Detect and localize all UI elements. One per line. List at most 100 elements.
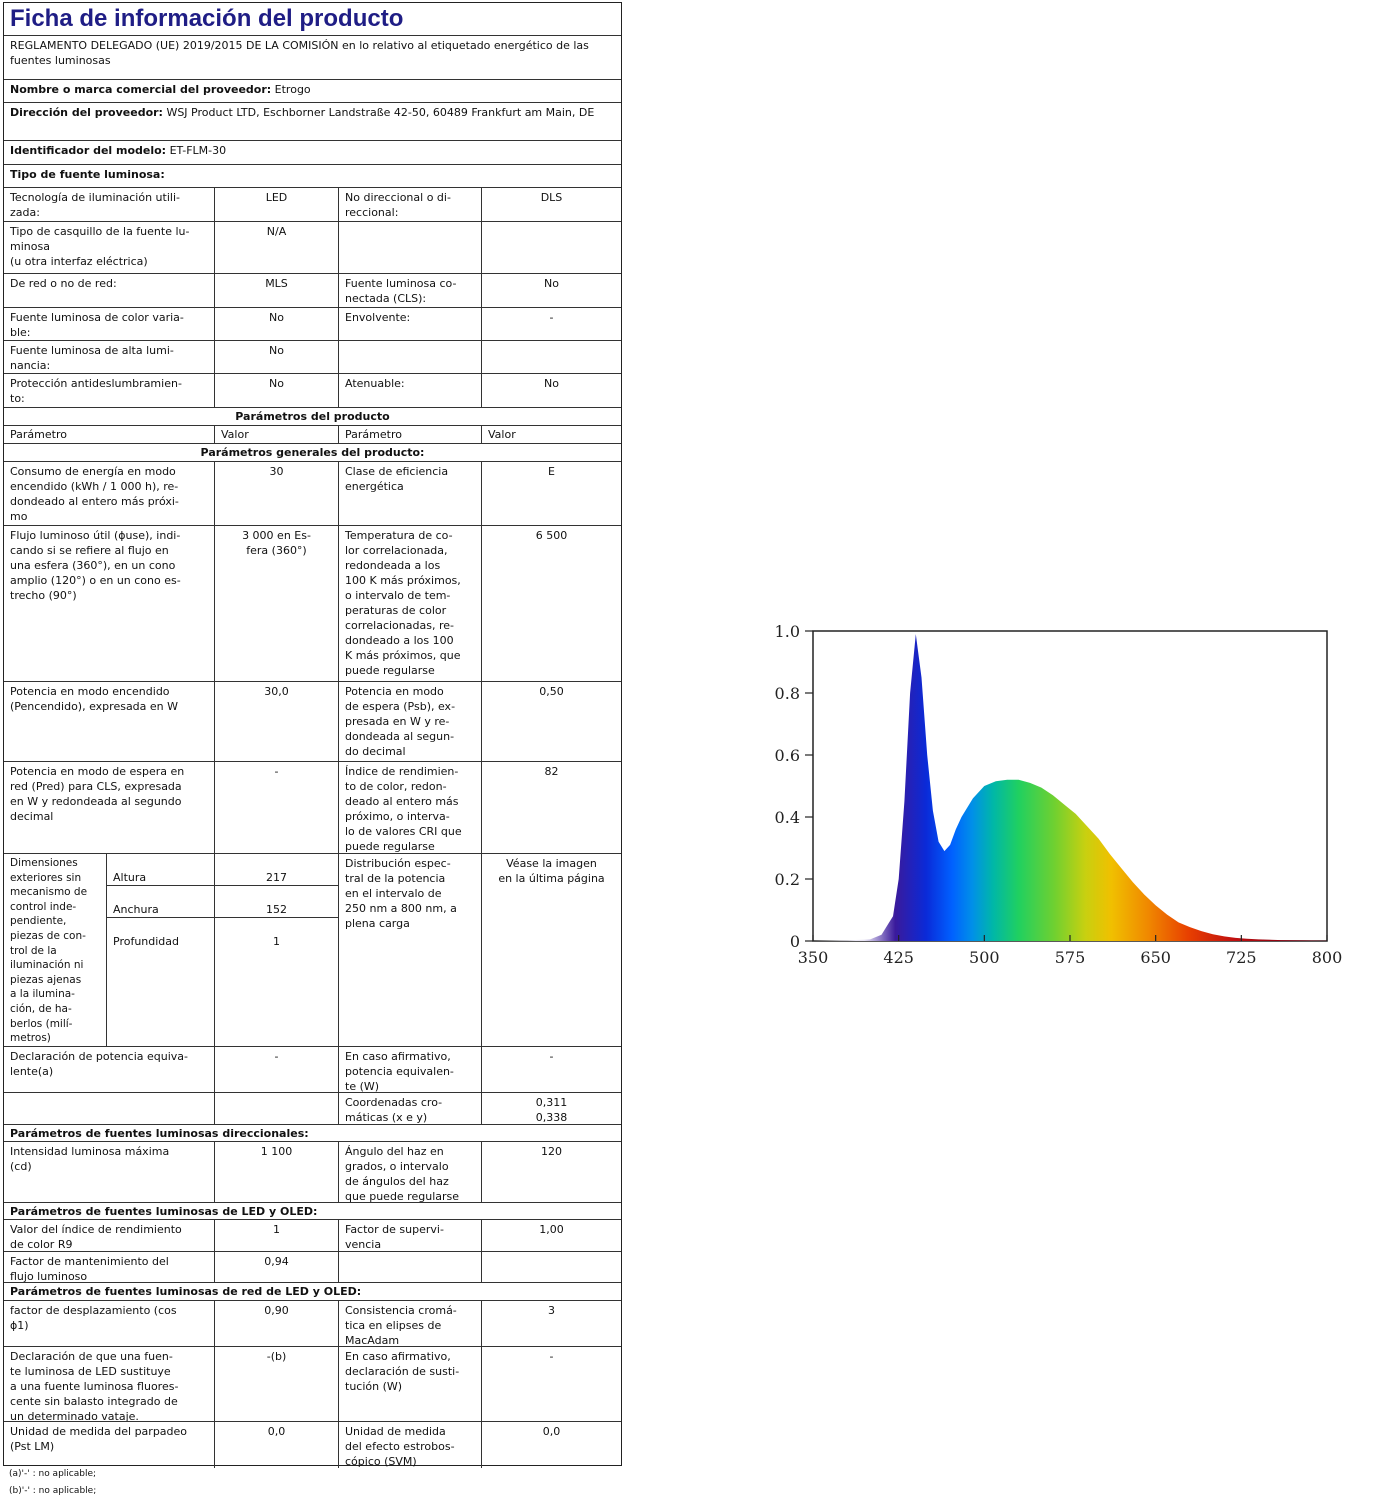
source-type-heading: Tipo de fuente luminosa: [4,164,621,187]
param-label: factor de desplazamiento (cos ɸ1) [10,1304,177,1332]
param-value: - [481,308,621,341]
model-label: Identificador del modelo: [10,144,167,157]
directional-row: Intensidad luminosa máxima (cd) 1 100 Án… [4,1141,621,1203]
param-label: Intensidad luminosa máxima (cd) [10,1145,170,1173]
param-label: Consistencia cromá- tica en elipses de M… [338,1301,481,1347]
y-tick-label: 1.0 [775,622,800,641]
mains-heading: Parámetros de fuentes luminosas de red d… [4,1282,621,1300]
general-row: Consumo de energía en modo encendido (kW… [4,461,621,526]
param-label: Ángulo del haz en grados, o intervalo de… [338,1142,481,1203]
param-label [338,1252,481,1283]
regulation-text: REGLAMENTO DELEGADO (UE) 2019/2015 DE LA… [4,35,621,79]
param-label: Envolvente: [338,308,481,341]
address-label: Dirección del proveedor: [10,106,163,119]
x-tick-label: 725 [1226,948,1257,967]
led-row: Factor de mantenimiento del flujo lumino… [4,1251,621,1283]
column-header: Valor [481,426,621,444]
param-value: 30 [214,462,338,526]
param-value: -(b) [214,1347,338,1422]
param-label: Protección antideslumbramien- to: [10,377,182,405]
param-value: 1 100 [214,1142,338,1203]
y-tick-label: 0.2 [775,870,800,889]
general-row: Flujo luminoso útil (ɸuse), indi- cando … [4,525,621,682]
param-label: Tecnología de iluminación utili- zada: [10,191,180,219]
dimension-value-width: 152 [215,901,338,918]
param-label [4,1093,214,1125]
param-label: Factor de mantenimiento del flujo lumino… [10,1255,169,1283]
param-label: En caso afirmativo, potencia equivalen- … [338,1047,481,1093]
param-label: Atenuable: [338,374,481,408]
dimension-value-depth: 1 [273,935,280,948]
param-value: 1,00 [481,1220,621,1252]
led-heading: Parámetros de fuentes luminosas de LED y… [4,1202,621,1219]
directional-heading: Parámetros de fuentes luminosas direccio… [4,1124,621,1141]
param-value: 0,0 [481,1422,621,1468]
param-label: Flujo luminoso útil (ɸuse), indi- cando … [10,529,181,602]
param-label [338,341,481,374]
spectrum-area [813,634,1327,941]
led-row: Valor del índice de rendimiento de color… [4,1219,621,1252]
param-value [481,341,621,374]
x-tick-label: 650 [1140,948,1171,967]
param-label: Potencia en modo encendido (Pencendido),… [10,685,179,713]
y-tick-label: 0.8 [775,684,800,703]
param-value: 0,311 0,338 [481,1093,621,1125]
footnote: (b)'-' : no aplicable; [9,1486,97,1496]
param-label: Consumo de energía en modo encendido (kW… [10,465,179,523]
param-label: Fuente luminosa de alta lumi- nancia: [10,344,174,372]
param-label: Índice de rendimien- to de color, redon-… [338,762,481,854]
mains-row: factor de desplazamiento (cos ɸ1) 0,90 C… [4,1300,621,1347]
param-label: Valor del índice de rendimiento de color… [10,1223,182,1251]
product-params-heading: Parámetros del producto [4,407,621,425]
general-params-heading: Parámetros generales del producto: [4,443,621,461]
general-row: Potencia en modo encendido (Pencendido),… [4,681,621,762]
model-value: ET-FLM-30 [169,144,227,157]
x-tick-label: 500 [969,948,1000,967]
column-header: Parámetro [10,428,67,441]
model-row: Identificador del modelo: ET-FLM-30 [4,140,621,164]
param-value: 0,90 [214,1301,338,1347]
dimension-label-height: Altura [107,869,214,886]
mains-row: Unidad de medida del parpadeo (Pst LM) 0… [4,1421,621,1468]
param-value [214,1093,338,1125]
param-value: No [214,374,338,408]
param-value: - [214,762,338,854]
param-value: MLS [214,274,338,308]
param-value: No [481,374,621,408]
param-label: De red o no de red: [10,277,117,290]
supplier-value: Etrogo [274,83,311,96]
param-value: 120 [481,1142,621,1203]
param-label: Temperatura de co- lor correlacionada, r… [338,526,481,682]
dimensions-row: Dimensiones exteriores sin mecanismo de … [4,853,621,1047]
type-row: Fuente luminosa de alta lumi- nancia: No [4,340,621,374]
param-value: - [481,1347,621,1422]
supplier-label: Nombre o marca comercial del proveedor: [10,83,272,96]
param-label: Tipo de casquillo de la fuente lu- minos… [10,225,190,268]
param-value: LED [214,188,338,222]
equivalent-power-row: Declaración de potencia equiva- lente(a)… [4,1046,621,1093]
y-tick-label: 0 [790,932,800,951]
dimensions-label: Dimensiones exteriores sin mecanismo de … [10,857,88,1045]
param-value: No [481,274,621,308]
param-value: 0,0 [214,1422,338,1468]
y-tick-label: 0.4 [775,808,800,827]
param-label: Potencia en modo de espera (Psb), ex- pr… [338,682,481,762]
param-label: Declaración de que una fuen- te luminosa… [10,1350,179,1422]
param-value: - [214,1047,338,1093]
chromaticity-row: Coordenadas cro- máticas (x e y) 0,311 0… [4,1092,621,1125]
param-label: En caso afirmativo, declaración de susti… [338,1347,481,1422]
general-row: Potencia en modo de espera en red (Pred)… [4,761,621,854]
x-tick-label: 350 [798,948,829,967]
param-label: Clase de eficiencia energética [338,462,481,526]
header-row: Parámetro Valor Parámetro Valor [4,425,621,444]
param-label: Coordenadas cro- máticas (x e y) [338,1093,481,1125]
type-row: De red o no de red: MLS Fuente luminosa … [4,273,621,308]
param-value: 0,50 [481,682,621,762]
param-value: - [481,1047,621,1093]
param-value: 0,94 [214,1252,338,1283]
x-tick-label: 425 [883,948,914,967]
address-value: WSJ Product LTD, Eschborner Landstraße 4… [166,106,595,119]
param-value: N/A [214,222,338,274]
type-row: Protección antideslumbramien- to: No Ate… [4,373,621,408]
dimension-label-width: Anchura [107,901,214,918]
